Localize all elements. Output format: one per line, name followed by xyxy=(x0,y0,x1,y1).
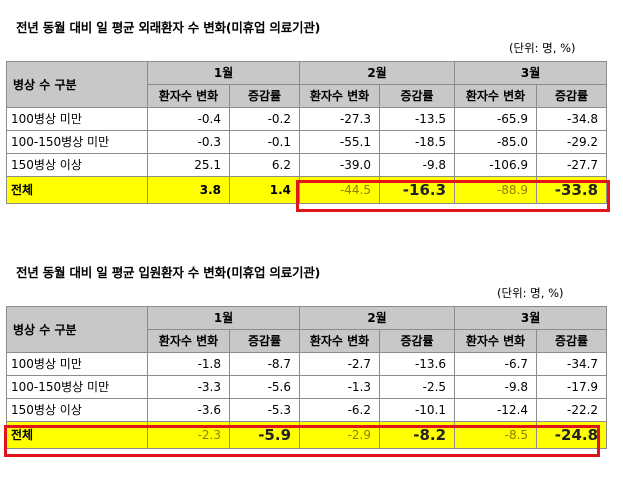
month-header-mar: 3월 xyxy=(454,61,608,85)
sub-header: 증감률 xyxy=(379,84,456,108)
total-cell: -33.8 xyxy=(536,176,608,204)
cell: -34.7 xyxy=(536,352,608,376)
row-label: 150병상 이상 xyxy=(6,153,148,177)
cell: -5.6 xyxy=(228,375,301,399)
row-label: 100-150병상 미만 xyxy=(6,375,148,399)
sub-header: 환자수 변화 xyxy=(454,84,538,108)
cell: -2.5 xyxy=(379,375,456,399)
total-cell: -16.3 xyxy=(379,176,456,204)
cell: -6.2 xyxy=(299,398,381,422)
cell: -0.3 xyxy=(147,130,230,154)
total-cell: 1.4 xyxy=(228,176,301,204)
total-label: 전체 xyxy=(6,176,148,204)
table-row: 150병상 이상 -3.6 -5.3 -6.2 -10.1 -12.4 -22.… xyxy=(6,398,608,422)
cell: -34.8 xyxy=(536,107,608,131)
cell: -22.2 xyxy=(536,398,608,422)
row-label: 150병상 이상 xyxy=(6,398,148,422)
total-cell: 3.8 xyxy=(147,176,230,204)
table1-title: 전년 동월 대비 일 평균 외래환자 수 변화(미휴업 의료기관) xyxy=(16,20,321,35)
cell: -1.3 xyxy=(299,375,381,399)
table-row: 100-150병상 미만 -0.3 -0.1 -55.1 -18.5 -85.0… xyxy=(6,130,608,154)
cell: -3.3 xyxy=(147,375,230,399)
row-label-header: 병상 수 구분 xyxy=(6,61,148,108)
total-row: 전체 -2.3 -5.9 -2.9 -8.2 -8.5 -24.8 xyxy=(6,421,608,449)
total-cell: -8.2 xyxy=(379,421,456,449)
cell: -85.0 xyxy=(454,130,538,154)
cell: -2.7 xyxy=(299,352,381,376)
cell: -13.6 xyxy=(379,352,456,376)
cell: -106.9 xyxy=(454,153,538,177)
cell: -1.8 xyxy=(147,352,230,376)
cell: -13.5 xyxy=(379,107,456,131)
cell: -18.5 xyxy=(379,130,456,154)
table2-title: 전년 동월 대비 일 평균 입원환자 수 변화(미휴업 의료기관) xyxy=(16,265,321,280)
cell: -9.8 xyxy=(379,153,456,177)
table-row: 150병상 이상 25.1 6.2 -39.0 -9.8 -106.9 -27.… xyxy=(6,153,608,177)
total-cell: -44.5 xyxy=(299,176,381,204)
total-cell: -5.9 xyxy=(228,421,301,449)
cell: -27.7 xyxy=(536,153,608,177)
cell: -65.9 xyxy=(454,107,538,131)
cell: -0.2 xyxy=(228,107,301,131)
cell: -29.2 xyxy=(536,130,608,154)
cell: -17.9 xyxy=(536,375,608,399)
cell: -0.4 xyxy=(147,107,230,131)
sub-header: 증감률 xyxy=(536,329,608,353)
cell: 25.1 xyxy=(147,153,230,177)
cell: -6.7 xyxy=(454,352,538,376)
cell: -55.1 xyxy=(299,130,381,154)
sub-header: 환자수 변화 xyxy=(454,329,538,353)
row-label-header: 병상 수 구분 xyxy=(6,306,148,353)
sub-header: 증감률 xyxy=(536,84,608,108)
cell: -3.6 xyxy=(147,398,230,422)
month-header-jan: 1월 xyxy=(146,306,301,330)
sub-header: 환자수 변화 xyxy=(147,84,230,108)
sub-header: 증감률 xyxy=(228,84,301,108)
row-label: 100-150병상 미만 xyxy=(6,130,148,154)
cell: -27.3 xyxy=(299,107,381,131)
sub-header: 증감률 xyxy=(379,329,456,353)
cell: -5.3 xyxy=(228,398,301,422)
cell: 6.2 xyxy=(228,153,301,177)
total-label: 전체 xyxy=(6,421,148,449)
total-cell: -2.9 xyxy=(299,421,381,449)
table2-unit: (단위: 명, %) xyxy=(497,286,564,300)
total-cell: -8.5 xyxy=(454,421,538,449)
month-header-feb: 2월 xyxy=(299,61,456,85)
month-header-mar: 3월 xyxy=(454,306,608,330)
sub-header: 환자수 변화 xyxy=(299,84,381,108)
cell: -0.1 xyxy=(228,130,301,154)
inpatient-table: 병상 수 구분 1월 2월 3월 환자수 변화 증감률 환자수 변화 증감률 환… xyxy=(6,306,608,449)
total-cell: -2.3 xyxy=(147,421,230,449)
sub-header: 증감률 xyxy=(228,329,301,353)
row-label: 100병상 미만 xyxy=(6,107,148,131)
outpatient-table: 병상 수 구분 1월 2월 3월 환자수 변화 증감률 환자수 변화 증감률 환… xyxy=(6,61,608,204)
cell: -10.1 xyxy=(379,398,456,422)
cell: -9.8 xyxy=(454,375,538,399)
table-row: 100병상 미만 -1.8 -8.7 -2.7 -13.6 -6.7 -34.7 xyxy=(6,352,608,376)
table-row: 100-150병상 미만 -3.3 -5.6 -1.3 -2.5 -9.8 -1… xyxy=(6,375,608,399)
month-header-jan: 1월 xyxy=(146,61,301,85)
total-cell: -88.9 xyxy=(454,176,538,204)
month-header-feb: 2월 xyxy=(299,306,456,330)
total-cell: -24.8 xyxy=(536,421,608,449)
cell: -8.7 xyxy=(228,352,301,376)
sub-header: 환자수 변화 xyxy=(147,329,230,353)
sub-header: 환자수 변화 xyxy=(299,329,381,353)
cell: -12.4 xyxy=(454,398,538,422)
table1-unit: (단위: 명, %) xyxy=(509,41,576,55)
table-row: 100병상 미만 -0.4 -0.2 -27.3 -13.5 -65.9 -34… xyxy=(6,107,608,131)
row-label: 100병상 미만 xyxy=(6,352,148,376)
cell: -39.0 xyxy=(299,153,381,177)
total-row: 전체 3.8 1.4 -44.5 -16.3 -88.9 -33.8 xyxy=(6,176,608,204)
